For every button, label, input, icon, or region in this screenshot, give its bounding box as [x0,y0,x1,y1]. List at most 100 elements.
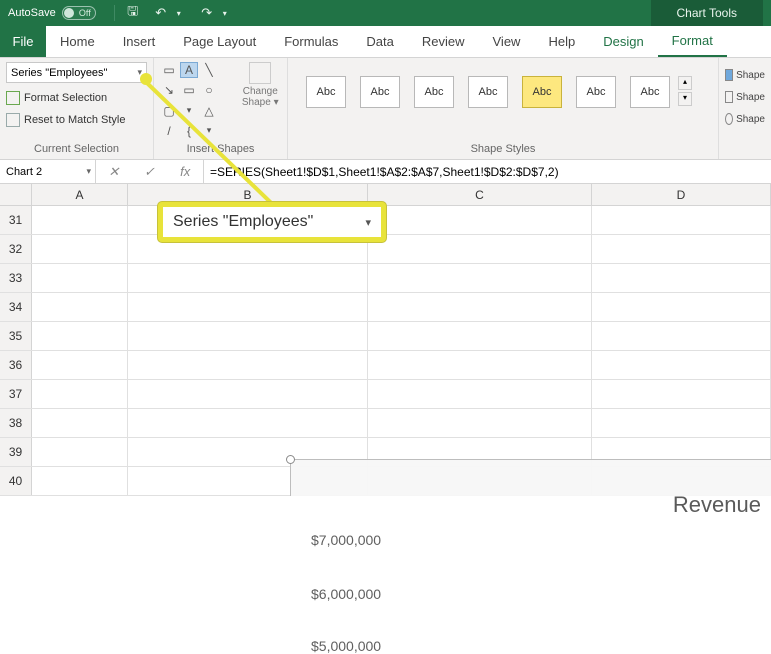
shape-style-6[interactable]: Abc [576,76,616,108]
cell[interactable] [32,409,128,437]
gallery-down-icon[interactable]: ▾ [678,92,692,106]
redo-icon[interactable]: ↷ [197,3,217,23]
shape-rectangle-icon[interactable]: ▭ [160,62,178,78]
cell[interactable] [128,264,368,292]
row-header[interactable]: 34 [0,293,32,321]
group-current-selection: Series "Employees" Format Selection Rese… [0,58,154,159]
shape-rect2-icon[interactable]: ▭ [180,82,198,98]
cell[interactable] [592,409,771,437]
row-header[interactable]: 37 [0,380,32,408]
cell[interactable] [368,293,592,321]
cell[interactable] [368,322,592,350]
cell[interactable] [32,467,128,495]
change-shape-button[interactable]: Change Shape ▾ [240,62,281,141]
row-header[interactable]: 35 [0,322,32,350]
shape-style-2[interactable]: Abc [360,76,400,108]
row-header[interactable]: 40 [0,467,32,495]
tab-insert[interactable]: Insert [109,26,170,57]
chart-title[interactable]: Revenue [673,492,761,518]
format-selection-button[interactable]: Format Selection [6,87,147,109]
cell[interactable] [592,351,771,379]
tab-view[interactable]: View [479,26,535,57]
tab-help[interactable]: Help [534,26,589,57]
row-header[interactable]: 32 [0,235,32,263]
cell[interactable] [32,293,128,321]
tab-format[interactable]: Format [658,26,727,57]
name-box[interactable]: Chart 2 [0,160,96,183]
tab-page-layout[interactable]: Page Layout [169,26,270,57]
reset-to-match-style-button[interactable]: Reset to Match Style [6,109,147,131]
shape-oval-icon[interactable]: ○ [200,82,218,98]
select-all-corner[interactable] [0,184,32,205]
shape-style-4[interactable]: Abc [468,76,508,108]
autosave-toggle[interactable]: Off [62,6,96,20]
cell[interactable] [368,206,592,234]
grid-row: 33 [0,264,771,293]
cell[interactable] [592,206,771,234]
redo-dropdown-icon[interactable]: ▾ [215,3,235,23]
tab-formulas[interactable]: Formulas [270,26,352,57]
chart-element-dropdown[interactable]: Series "Employees" [6,62,147,83]
gallery-up-icon[interactable]: ▴ [678,76,692,90]
cell[interactable] [592,235,771,263]
enter-formula-icon[interactable]: ✓ [138,164,160,180]
cell[interactable] [368,380,592,408]
shape-style-5[interactable]: Abc [522,76,562,108]
shape-line-icon[interactable]: ╲ [200,62,218,78]
row-header[interactable]: 38 [0,409,32,437]
column-header-c[interactable]: C [368,184,592,205]
tab-design[interactable]: Design [589,26,657,57]
shape-textbox-icon[interactable]: A [180,62,198,78]
shape-style-gallery[interactable]: Abc Abc Abc Abc Abc Abc Abc ▴ ▾ [294,62,712,108]
cell[interactable] [32,322,128,350]
cell[interactable] [368,351,592,379]
column-header-a[interactable]: A [32,184,128,205]
cell[interactable] [32,235,128,263]
row-header[interactable]: 33 [0,264,32,292]
toggle-knob [64,8,74,18]
tab-file[interactable]: File [0,26,46,57]
row-header[interactable]: 31 [0,206,32,234]
grid-row: 36 [0,351,771,380]
cell[interactable] [368,264,592,292]
shape-fill-button[interactable]: Shape [725,64,765,86]
cell[interactable] [592,293,771,321]
undo-dropdown-icon[interactable]: ▾ [169,3,189,23]
shape-style-1[interactable]: Abc [306,76,346,108]
undo-icon[interactable]: ↶ [151,3,171,23]
cell[interactable] [128,351,368,379]
shape-outline-button[interactable]: Shape [725,86,765,108]
formula-input[interactable]: =SERIES(Sheet1!$D$1,Sheet1!$A$2:$A$7,She… [204,160,771,183]
cell[interactable] [368,409,592,437]
cell[interactable] [128,409,368,437]
shape-style-3[interactable]: Abc [414,76,454,108]
cell[interactable] [368,235,592,263]
column-header-d[interactable]: D [592,184,771,205]
tab-data[interactable]: Data [352,26,407,57]
embedded-chart[interactable]: Revenue $7,000,000$6,000,000$5,000,000 [290,459,771,496]
row-header[interactable]: 36 [0,351,32,379]
cell[interactable] [592,380,771,408]
cancel-formula-icon[interactable]: ✕ [103,164,125,180]
cell[interactable] [32,206,128,234]
outline-swatch-icon [725,91,733,103]
shape-line2-icon[interactable]: / [160,123,178,139]
cell[interactable] [128,293,368,321]
cell[interactable] [32,438,128,466]
cell[interactable] [32,264,128,292]
chart-selection-handle[interactable] [286,455,295,464]
shape-effects-button[interactable]: Shape [725,108,765,130]
cell[interactable] [128,380,368,408]
tab-home[interactable]: Home [46,26,109,57]
cell[interactable] [128,322,368,350]
cell[interactable] [592,322,771,350]
cell[interactable] [592,264,771,292]
tab-review[interactable]: Review [408,26,479,57]
shape-triangle-icon[interactable]: △ [200,103,218,119]
shape-style-7[interactable]: Abc [630,76,670,108]
cell[interactable] [32,380,128,408]
fx-icon[interactable]: fx [174,164,196,179]
cell[interactable] [32,351,128,379]
save-icon[interactable]: 🖫 [123,3,143,23]
row-header[interactable]: 39 [0,438,32,466]
